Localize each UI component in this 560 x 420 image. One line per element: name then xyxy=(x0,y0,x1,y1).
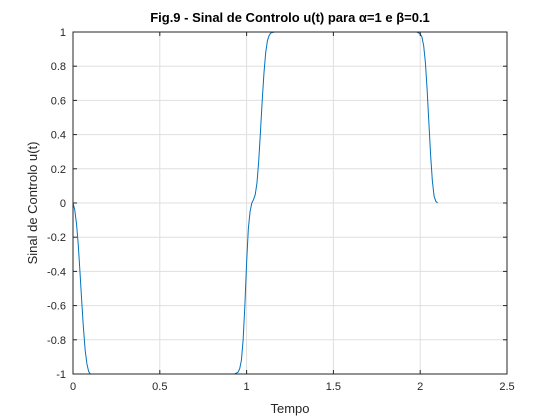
series-layer xyxy=(72,31,438,375)
y-tick-label: -0.2 xyxy=(47,232,66,244)
y-tick-label: -0.6 xyxy=(47,301,66,313)
y-tick-label: 0 xyxy=(60,198,66,210)
ticks: 0 0.5 1 1.5 2 2.5 -1 -0.8 -0.6 -0.4 -0.2 0 0.2 0.4 0.6… xyxy=(47,27,515,393)
x-tick-label: 1 xyxy=(244,381,250,393)
y-tick-label: 1 xyxy=(60,27,66,39)
y-tick-label: 0.6 xyxy=(51,95,66,107)
plot-area: 0 0.5 1 1.5 2 2.5 -1 -0.8 -0.6 -0.4 -0.2 0 0.2 0.4 0.6… xyxy=(47,27,515,393)
chart-title: Fig.9 - Sinal de Controlo u(t) para α=1 … xyxy=(150,10,430,25)
x-tick-label: 0.5 xyxy=(152,381,167,393)
y-tick-label: -1 xyxy=(56,369,66,381)
x-tick-label: 1.5 xyxy=(326,381,341,393)
y-tick-label: 0.4 xyxy=(51,130,66,142)
x-axis-label: Tempo xyxy=(270,401,309,416)
y-tick-label: 0.8 xyxy=(51,61,66,73)
y-tick-label: 0.2 xyxy=(51,164,66,176)
y-tick-label: -0.8 xyxy=(47,335,66,347)
y-tick-label: -0.4 xyxy=(47,266,66,278)
x-tick-label: 2 xyxy=(417,381,423,393)
x-tick-label: 2.5 xyxy=(499,381,514,393)
series-line xyxy=(72,31,438,375)
x-tick-label: 0 xyxy=(70,381,76,393)
y-axis-label: Sinal de Controlo u(t) xyxy=(25,142,40,265)
